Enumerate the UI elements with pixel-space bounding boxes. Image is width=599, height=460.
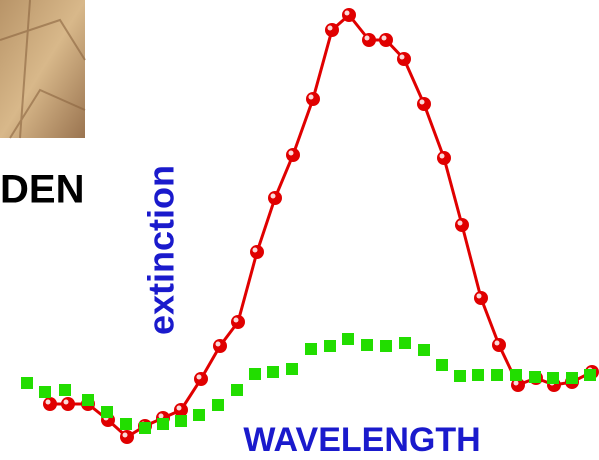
x-axis-label: WAVELENGTH <box>243 421 480 459</box>
point <box>101 406 113 418</box>
point-highlight <box>64 400 69 405</box>
point <box>455 218 469 232</box>
point <box>21 377 33 389</box>
point-highlight <box>216 342 221 347</box>
point <box>324 340 336 352</box>
point <box>436 359 448 371</box>
point <box>175 415 187 427</box>
point <box>584 369 596 381</box>
point <box>397 52 411 66</box>
point <box>547 372 559 384</box>
point-highlight <box>289 151 294 156</box>
point <box>566 372 578 384</box>
point <box>82 394 94 406</box>
point-highlight <box>495 341 500 346</box>
point-highlight <box>420 100 425 105</box>
point <box>43 397 57 411</box>
point <box>120 430 134 444</box>
point <box>306 92 320 106</box>
point <box>174 403 188 417</box>
point <box>59 384 71 396</box>
point <box>342 333 354 345</box>
point <box>342 8 356 22</box>
point <box>231 315 245 329</box>
point <box>305 343 317 355</box>
point <box>120 418 132 430</box>
point <box>193 409 205 421</box>
point <box>379 33 393 47</box>
point <box>250 245 264 259</box>
point <box>454 370 466 382</box>
point-highlight <box>345 11 350 16</box>
point <box>492 338 506 352</box>
point <box>249 368 261 380</box>
point <box>417 97 431 111</box>
point-highlight <box>382 36 387 41</box>
point-highlight <box>514 381 519 386</box>
point <box>61 397 75 411</box>
point <box>529 371 541 383</box>
point <box>418 344 430 356</box>
plot <box>21 8 599 444</box>
point <box>472 369 484 381</box>
point-highlight <box>440 154 445 159</box>
point-highlight <box>159 414 164 419</box>
point <box>212 399 224 411</box>
point <box>139 422 151 434</box>
point-highlight <box>271 194 276 199</box>
point-highlight <box>458 221 463 226</box>
point <box>213 339 227 353</box>
point <box>510 369 522 381</box>
point-highlight <box>477 294 482 299</box>
point <box>268 191 282 205</box>
point <box>362 33 376 47</box>
point <box>474 291 488 305</box>
point <box>361 339 373 351</box>
point <box>325 23 339 37</box>
point-highlight <box>253 248 258 253</box>
point <box>267 366 279 378</box>
point-highlight <box>177 406 182 411</box>
point <box>399 337 411 349</box>
point <box>286 363 298 375</box>
chart: DEN extinction WAVELENGTH <box>0 0 599 460</box>
point-highlight <box>365 36 370 41</box>
point-highlight <box>46 400 51 405</box>
point <box>491 369 503 381</box>
fabric-photo <box>0 0 85 138</box>
point <box>380 340 392 352</box>
point-highlight <box>234 318 239 323</box>
point-highlight <box>328 26 333 31</box>
point-highlight <box>309 95 314 100</box>
point <box>157 418 169 430</box>
point-highlight <box>197 375 202 380</box>
y-axis-label: extinction <box>141 165 182 335</box>
point <box>39 386 51 398</box>
annotation: DEN <box>0 168 84 212</box>
point-highlight <box>400 55 405 60</box>
point-highlight <box>123 433 128 438</box>
point <box>437 151 451 165</box>
point <box>231 384 243 396</box>
point <box>194 372 208 386</box>
point <box>286 148 300 162</box>
